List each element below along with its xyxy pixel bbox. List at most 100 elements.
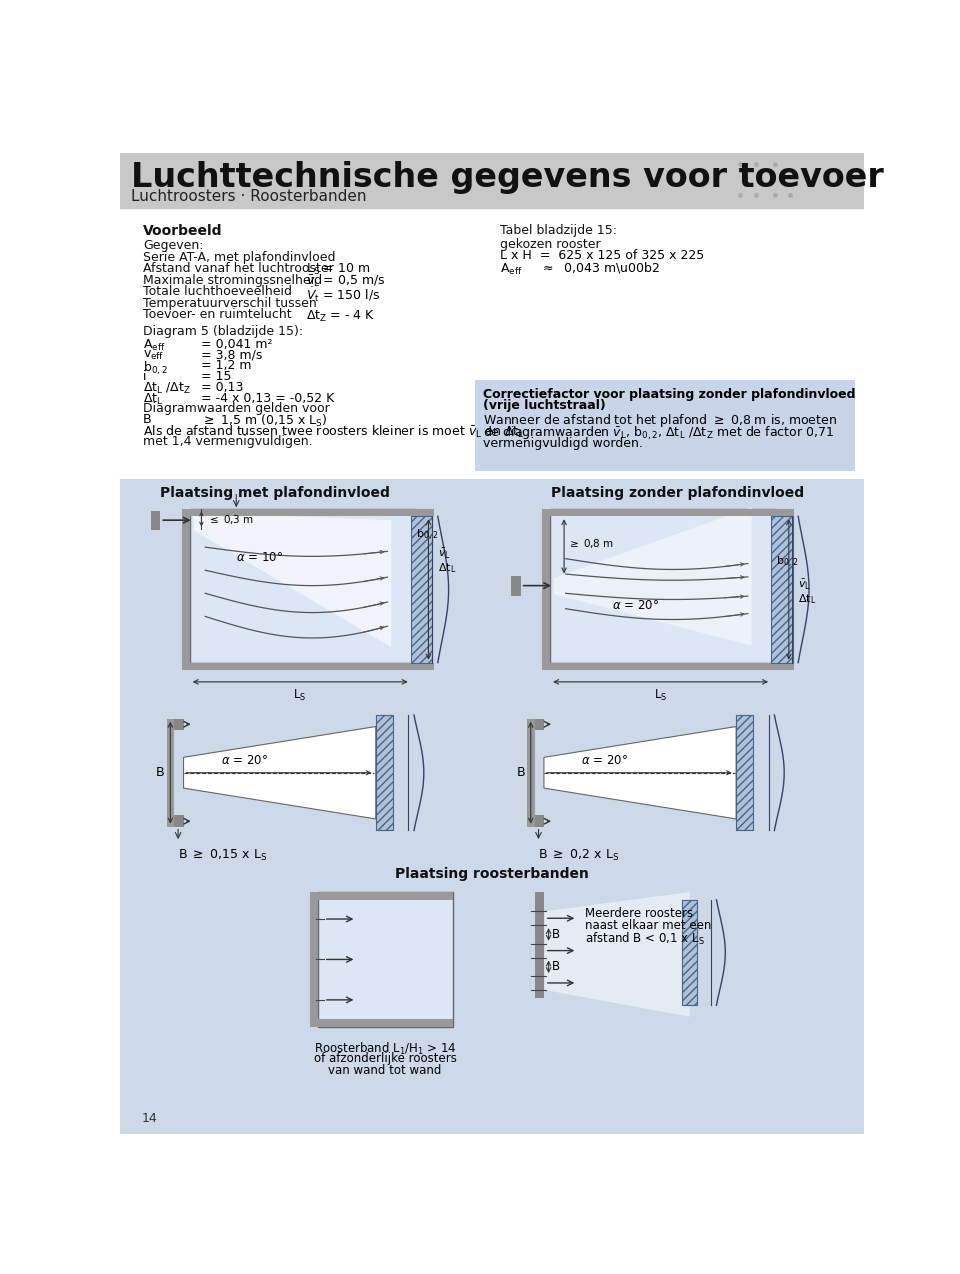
Text: $\bar{v}_{\rm L}$: $\bar{v}_{\rm L}$ bbox=[438, 547, 450, 561]
Text: $\Delta$t$_{\rm L}$: $\Delta$t$_{\rm L}$ bbox=[438, 561, 456, 575]
Text: B $\geq$ 0,2 x L$_{\rm S}$: B $\geq$ 0,2 x L$_{\rm S}$ bbox=[539, 848, 620, 864]
Text: de diagramwaarden $\bar{v}_{\rm L}$, b$_{0,2}$, $\Delta$t$_{\rm L}$ /$\Delta$t$_: de diagramwaarden $\bar{v}_{\rm L}$, b$_… bbox=[483, 424, 833, 442]
Text: Wanneer de afstand tot het plafond $\geq$ 0,8 m is, moeten: Wanneer de afstand tot het plafond $\geq… bbox=[483, 413, 837, 429]
Polygon shape bbox=[544, 726, 736, 819]
Text: $\alpha$ = 20°: $\alpha$ = 20° bbox=[612, 600, 659, 613]
Bar bbox=[771, 516, 793, 662]
Text: Diagramwaarden gelden voor: Diagramwaarden gelden voor bbox=[143, 403, 330, 415]
Bar bbox=[550, 508, 775, 662]
Bar bbox=[475, 380, 854, 471]
Text: $\leq$ 0,3 m: $\leq$ 0,3 m bbox=[206, 513, 253, 526]
Text: B: B bbox=[552, 961, 560, 973]
Bar bbox=[310, 892, 318, 1027]
Text: $\Delta$t$_{\rm L}$: $\Delta$t$_{\rm L}$ bbox=[143, 391, 163, 406]
Text: b$_{0,2}$: b$_{0,2}$ bbox=[416, 527, 439, 543]
Text: B: B bbox=[143, 413, 152, 426]
Text: B: B bbox=[516, 766, 525, 780]
Text: $\alpha$ = 20°: $\alpha$ = 20° bbox=[581, 753, 628, 767]
Bar bbox=[190, 662, 434, 670]
Text: $\Delta$t$_{\rm L}$: $\Delta$t$_{\rm L}$ bbox=[798, 592, 816, 605]
Text: Afstand vanaf het luchtrooster: Afstand vanaf het luchtrooster bbox=[143, 262, 334, 275]
Text: $\alpha$ = 10°: $\alpha$ = 10° bbox=[236, 550, 283, 564]
Text: = 15: = 15 bbox=[202, 369, 232, 383]
Text: A$_{\rm eff}$: A$_{\rm eff}$ bbox=[143, 338, 166, 353]
Text: $\Delta$t$_{\rm L}$ /$\Delta$t$_{\rm Z}$: $\Delta$t$_{\rm L}$ /$\Delta$t$_{\rm Z}$ bbox=[143, 381, 191, 396]
Text: $\geq$ 1,5 m (0,15 x L$_{\rm S}$): $\geq$ 1,5 m (0,15 x L$_{\rm S}$) bbox=[202, 413, 327, 429]
Text: = 0,041 m²: = 0,041 m² bbox=[202, 338, 273, 350]
Text: Toevoer- en ruimtelucht: Toevoer- en ruimtelucht bbox=[143, 308, 292, 321]
Text: Gegeven:: Gegeven: bbox=[143, 240, 204, 252]
Text: = -4 x 0,13 = -0,52 K: = -4 x 0,13 = -0,52 K bbox=[202, 391, 335, 405]
Text: Als de afstand tussen twee roosters kleiner is moet $\bar{v}_{\rm L}$ en $\Delta: Als de afstand tussen twee roosters klei… bbox=[143, 424, 525, 440]
Text: B: B bbox=[156, 766, 164, 780]
Text: afstand B < 0,1 x L$_{\rm S}$: afstand B < 0,1 x L$_{\rm S}$ bbox=[585, 930, 705, 947]
Text: Maximale stromingssnelheid: Maximale stromingssnelheid bbox=[143, 274, 323, 287]
Text: L x H  =  625 x 125 of 325 x 225: L x H = 625 x 125 of 325 x 225 bbox=[500, 250, 704, 262]
Bar bbox=[166, 719, 175, 827]
Text: b$_{0,2}$: b$_{0,2}$ bbox=[143, 359, 168, 377]
Text: (vrije luchtstraal): (vrije luchtstraal) bbox=[483, 399, 606, 413]
Bar bbox=[535, 892, 544, 998]
Bar bbox=[175, 719, 183, 730]
Bar bbox=[535, 815, 544, 827]
Text: Serie AT-A, met plafondinvloed: Serie AT-A, met plafondinvloed bbox=[143, 251, 336, 264]
Text: B $\geq$ 0,15 x L$_{\rm S}$: B $\geq$ 0,15 x L$_{\rm S}$ bbox=[179, 848, 267, 864]
Text: Voorbeeld: Voorbeeld bbox=[143, 224, 223, 238]
Text: v$_{\rm eff}$: v$_{\rm eff}$ bbox=[143, 349, 164, 362]
Text: Correctiefactor voor plaatsing zonder plafondinvloed: Correctiefactor voor plaatsing zonder pl… bbox=[483, 387, 855, 401]
Bar bbox=[175, 815, 183, 827]
Text: Plaatsing roosterbanden: Plaatsing roosterbanden bbox=[396, 868, 588, 882]
Bar bbox=[542, 508, 550, 670]
Text: met 1,4 vermenigvuldigen.: met 1,4 vermenigvuldigen. bbox=[143, 434, 313, 447]
Bar bbox=[190, 508, 415, 662]
Text: naast elkaar met een: naast elkaar met een bbox=[585, 919, 711, 933]
Text: = 0,13: = 0,13 bbox=[202, 381, 244, 394]
Text: = 3,8 m/s: = 3,8 m/s bbox=[202, 349, 263, 362]
Text: Plaatsing zonder plafondinvloed: Plaatsing zonder plafondinvloed bbox=[551, 485, 804, 499]
Text: $\alpha$ = 20°: $\alpha$ = 20° bbox=[221, 753, 268, 767]
Bar bbox=[550, 508, 794, 516]
Bar bbox=[120, 153, 864, 209]
Polygon shape bbox=[183, 726, 375, 819]
Text: van wand tot wand: van wand tot wand bbox=[328, 1064, 442, 1077]
Text: gekozen rooster: gekozen rooster bbox=[500, 237, 600, 251]
Bar bbox=[151, 511, 160, 530]
Text: Roosterband L$_1$/H$_1$ > 14: Roosterband L$_1$/H$_1$ > 14 bbox=[314, 1041, 456, 1057]
Text: $\Delta$t$_{\rm Z}$ = - 4 K: $\Delta$t$_{\rm Z}$ = - 4 K bbox=[306, 308, 375, 324]
Text: of afzonderlijke roosters: of afzonderlijke roosters bbox=[314, 1052, 457, 1065]
Text: $\dot{V}$$_{\rm t}$ = 150 l/s: $\dot{V}$$_{\rm t}$ = 150 l/s bbox=[306, 285, 380, 304]
Text: L$_{\rm S}$: L$_{\rm S}$ bbox=[654, 688, 667, 703]
Polygon shape bbox=[554, 507, 752, 646]
Bar bbox=[375, 715, 393, 831]
Text: = 1,2 m: = 1,2 m bbox=[202, 359, 252, 372]
Bar bbox=[527, 719, 535, 827]
Bar bbox=[190, 508, 434, 516]
Bar bbox=[682, 899, 697, 1005]
Text: L$_{\rm S}$: L$_{\rm S}$ bbox=[293, 688, 306, 703]
Text: Luchtroosters · Roosterbanden: Luchtroosters · Roosterbanden bbox=[131, 190, 367, 204]
Bar bbox=[411, 516, 432, 662]
Text: $\bar{v}_{\rm L}$ = 0,5 m/s: $\bar{v}_{\rm L}$ = 0,5 m/s bbox=[306, 274, 385, 289]
Text: b$_{0,2}$: b$_{0,2}$ bbox=[777, 554, 799, 569]
Bar bbox=[535, 719, 544, 730]
Bar bbox=[550, 662, 794, 670]
Text: Luchttechnische gegevens voor toevoer: Luchttechnische gegevens voor toevoer bbox=[131, 161, 883, 194]
Text: A$_{\rm eff}$     $\approx$  0,043 m\u00b2: A$_{\rm eff}$ $\approx$ 0,043 m\u00b2 bbox=[500, 261, 660, 276]
Text: Temperatuurverschil tussen: Temperatuurverschil tussen bbox=[143, 297, 317, 310]
Bar bbox=[512, 576, 520, 596]
Bar bbox=[318, 1019, 453, 1027]
Text: $\geq$ 0,8 m: $\geq$ 0,8 m bbox=[567, 536, 614, 550]
Text: Plaatsing met plafondinvloed: Plaatsing met plafondinvloed bbox=[160, 485, 390, 499]
Text: Totale luchthoeveelheid: Totale luchthoeveelheid bbox=[143, 285, 292, 298]
Bar bbox=[318, 892, 453, 899]
Text: 14: 14 bbox=[142, 1112, 157, 1125]
Text: Diagram 5 (bladzijde 15):: Diagram 5 (bladzijde 15): bbox=[143, 325, 303, 339]
Text: vermenigvuldigd worden.: vermenigvuldigd worden. bbox=[483, 437, 642, 450]
Text: L$_{\rm S}$ = 10 m: L$_{\rm S}$ = 10 m bbox=[306, 262, 371, 278]
Bar bbox=[182, 508, 190, 670]
Text: Meerdere roosters: Meerdere roosters bbox=[585, 907, 693, 921]
Text: B: B bbox=[552, 927, 560, 941]
Bar bbox=[736, 715, 754, 831]
Bar bbox=[318, 892, 453, 1027]
Polygon shape bbox=[544, 892, 689, 1017]
